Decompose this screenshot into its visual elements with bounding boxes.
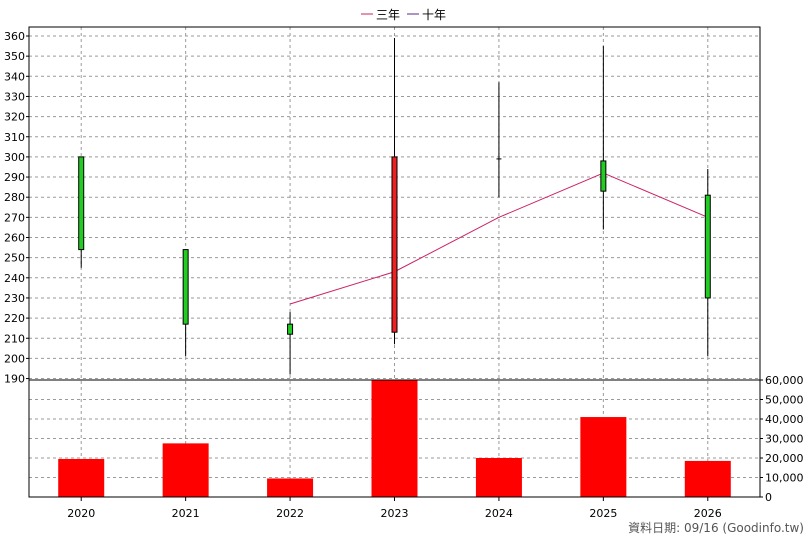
volume-bar bbox=[475, 458, 522, 497]
legend: 三年 十年 bbox=[361, 8, 446, 22]
price-tick-label: 330 bbox=[4, 90, 25, 103]
price-tick-label: 230 bbox=[4, 292, 25, 305]
x-tick-label: 2023 bbox=[381, 507, 409, 520]
volume-tick-label: 20,000 bbox=[765, 452, 804, 465]
price-tick-label: 350 bbox=[4, 50, 25, 63]
price-tick-label: 310 bbox=[4, 131, 25, 144]
volume-bar bbox=[371, 380, 418, 497]
price-tick-label: 210 bbox=[4, 332, 25, 345]
footer-source: 資料日期: 09/16 (Goodinfo.tw) bbox=[628, 521, 804, 535]
price-tick-label: 220 bbox=[4, 312, 25, 325]
volume-bar bbox=[684, 460, 731, 497]
volume-tick-label: 30,000 bbox=[765, 433, 804, 446]
volume-tick-label: 50,000 bbox=[765, 394, 804, 407]
price-tick-label: 360 bbox=[4, 30, 25, 43]
x-tick-label: 2026 bbox=[694, 507, 722, 520]
price-tick-label: 340 bbox=[4, 70, 25, 83]
x-tick-label: 2022 bbox=[276, 507, 304, 520]
volume-bar bbox=[580, 417, 627, 497]
x-tick-label: 2024 bbox=[485, 507, 513, 520]
candle-body bbox=[704, 194, 711, 299]
x-tick-label: 2021 bbox=[172, 507, 200, 520]
price-tick-label: 290 bbox=[4, 171, 25, 184]
volume-tick-label: 60,000 bbox=[765, 374, 804, 387]
candle-body bbox=[391, 156, 398, 333]
price-tick-label: 300 bbox=[4, 151, 25, 164]
candle-body bbox=[287, 323, 294, 335]
volume-bar bbox=[58, 458, 105, 497]
volume-bar bbox=[162, 443, 209, 497]
candle-body bbox=[182, 249, 189, 325]
price-tick-label: 270 bbox=[4, 211, 25, 224]
legend-label-three-year: 三年 bbox=[376, 8, 400, 22]
candlesticks bbox=[78, 38, 711, 375]
volume-tick-label: 40,000 bbox=[765, 413, 804, 426]
price-tick-label: 280 bbox=[4, 191, 25, 204]
x-tick-label: 2020 bbox=[67, 507, 95, 520]
price-tick-label: 320 bbox=[4, 111, 25, 124]
price-tick-label: 250 bbox=[4, 252, 25, 265]
axes: 190 200 210 220 230 240 250 260 270 280 290 300 310 3… bbox=[4, 26, 804, 520]
plot-frame bbox=[28, 26, 761, 498]
three-year-line-layer bbox=[289, 172, 708, 305]
volume-bars bbox=[58, 380, 731, 497]
price-tick-label: 190 bbox=[4, 373, 25, 386]
candle-body bbox=[600, 160, 607, 192]
volume-tick-label: 0 bbox=[765, 491, 772, 504]
price-tick-label: 260 bbox=[4, 232, 25, 245]
candle-body bbox=[78, 156, 85, 251]
volume-tick-label: 10,000 bbox=[765, 472, 804, 485]
price-tick-label: 240 bbox=[4, 272, 25, 285]
volume-bar bbox=[267, 478, 314, 497]
legend-label-ten-year: 十年 bbox=[422, 8, 446, 22]
price-tick-label: 200 bbox=[4, 352, 25, 365]
three-year-line bbox=[289, 172, 708, 305]
x-tick-label: 2025 bbox=[589, 507, 617, 520]
